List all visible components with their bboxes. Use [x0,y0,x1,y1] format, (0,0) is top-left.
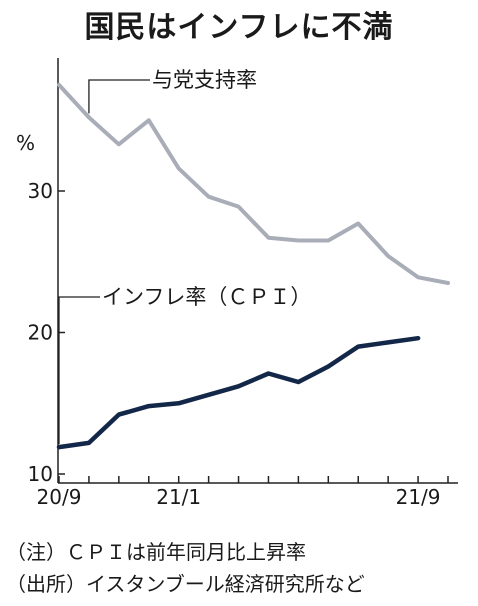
chart-title: 国民はインフレに不満 [84,10,394,45]
x-tick-label: 21/9 [396,485,441,509]
series-label-cpi: インフレ率（ＣＰＩ） [102,285,311,309]
series-label-approval: 与党支持率 [152,68,257,92]
x-tick-label: 20/9 [37,485,82,509]
y-tick-label: 10 [28,462,53,486]
note-cpi: （注）ＣＰＩは前年同月比上昇率 [6,540,306,564]
note-source: （出所）イスタンブール経済研究所など [6,572,365,596]
callout-approval [88,79,150,114]
y-unit-label: % [16,131,35,155]
series-line-1 [56,335,421,450]
x-tick-label: 21/1 [156,485,201,509]
y-tick-label: 20 [28,321,53,345]
y-tick-label: 30 [28,179,53,203]
callout-cpi [58,296,100,445]
series-line-0 [57,82,450,285]
